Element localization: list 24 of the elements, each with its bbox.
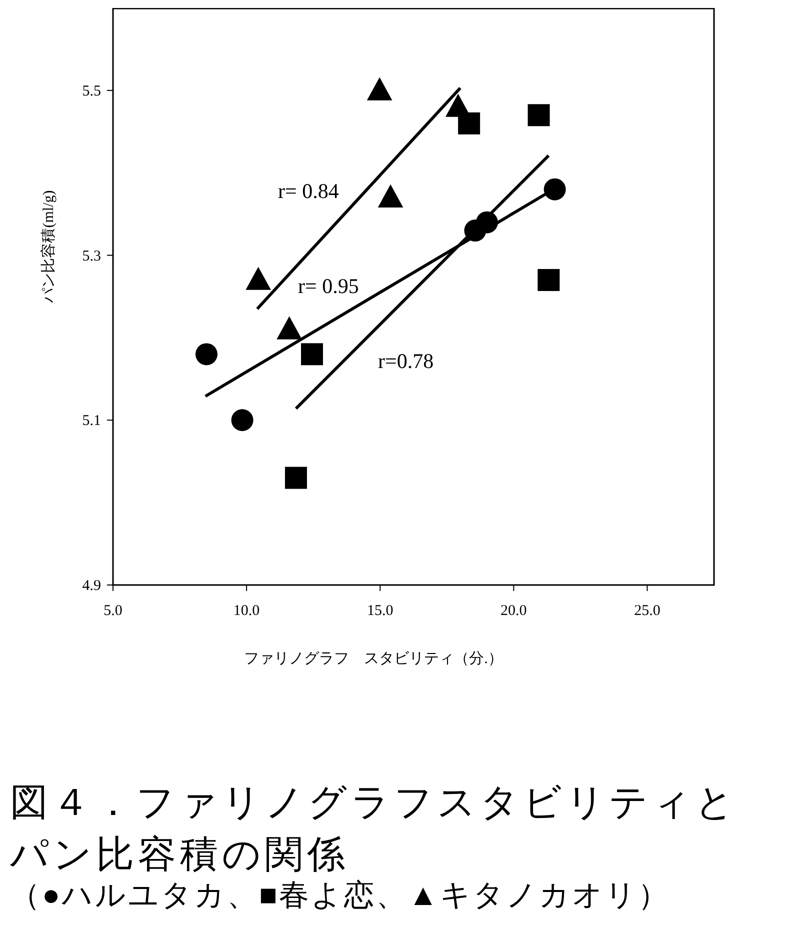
x-tick-label: 10.0 [233, 603, 260, 619]
x-tick-label: 20.0 [500, 603, 527, 619]
x-axis-title: ファリノグラフ スタビリティ（分.） [244, 650, 503, 667]
y-tick-label: 4.9 [82, 578, 101, 594]
annotation: r=0.78 [378, 349, 434, 373]
annotation: r= 0.95 [298, 274, 359, 298]
point [538, 269, 560, 292]
annotation: r= 0.84 [278, 179, 340, 203]
point [195, 343, 218, 366]
x-tick-label: 25.0 [634, 603, 660, 619]
y-axis-title: パン比容積(ml/g) [40, 190, 57, 304]
y-tick-label: 5.3 [82, 248, 101, 264]
x-tick-label: 5.0 [104, 603, 122, 619]
point [301, 343, 323, 366]
point [284, 466, 307, 489]
text: 図４．ファリノグラフスタビリティとパン比容積の関係 [9, 782, 738, 876]
y-tick-label: 5.1 [82, 413, 101, 430]
x-tick-label: 15.0 [366, 603, 394, 619]
point [378, 184, 404, 208]
point [366, 77, 392, 100]
text: （●ハルユタカ、■春よ恋、▲キタノカオリ） [10, 879, 670, 912]
y-tick-label: 5.5 [82, 83, 101, 100]
point [231, 409, 254, 432]
point [528, 104, 550, 126]
